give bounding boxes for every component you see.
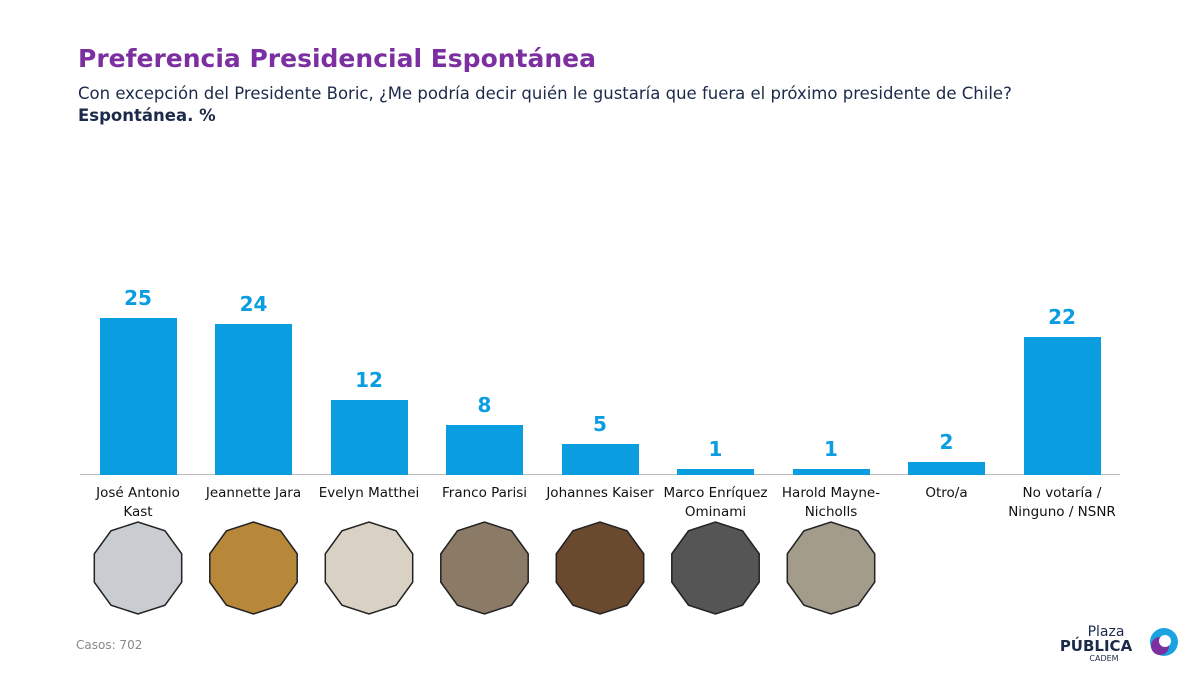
footnote: Casos: 702	[76, 638, 143, 652]
x-tick-label: José Antonio Kast	[96, 485, 180, 520]
portrait	[555, 521, 645, 615]
data-label: 2	[939, 430, 954, 455]
logo-icon	[1159, 635, 1171, 647]
x-tick-label: Franco Parisi	[441, 485, 528, 501]
x-tick-label: Harold Mayne-Nicholls	[781, 485, 881, 520]
bar	[215, 324, 292, 475]
bar	[908, 462, 985, 475]
portrait	[209, 521, 298, 615]
portrait	[671, 521, 760, 615]
x-tick-label: No votaría / Ninguno / NSNR	[1008, 485, 1116, 520]
logo-text: PÚBLICA	[1060, 636, 1133, 655]
logo-text: CADEM	[1089, 654, 1118, 662]
logo: Plaza PÚBLICA CADEM	[1060, 624, 1178, 662]
chart-subtitle: Con excepción del Presidente Boric, ¿Me …	[78, 84, 1012, 103]
portrait	[440, 521, 529, 615]
portrait	[93, 521, 183, 615]
bar	[792, 468, 870, 475]
x-tick-label: Evelyn Matthei	[318, 485, 420, 501]
x-tick-label: Jeannette Jara	[205, 485, 302, 501]
x-tick-label: Marco Enríquez Ominami	[663, 485, 768, 520]
portrait	[324, 521, 414, 615]
data-label: 12	[355, 367, 383, 392]
logo-text: Plaza	[1088, 624, 1125, 640]
x-tick-label: Otro/a	[925, 485, 968, 501]
y-axis-label: Espontánea. %	[78, 106, 216, 125]
bar	[677, 468, 754, 475]
bar	[330, 399, 408, 475]
bar	[99, 318, 177, 475]
bar	[446, 424, 523, 475]
data-label: 5	[593, 411, 607, 436]
bar	[1023, 336, 1101, 475]
chart-title: Preferencia Presidencial Espontánea	[78, 44, 596, 73]
data-label: 24	[239, 292, 268, 317]
data-label: 1	[708, 436, 723, 461]
x-tick-label: Johannes Kaiser	[546, 485, 654, 501]
portrait	[786, 521, 876, 615]
data-label: 22	[1048, 304, 1076, 329]
data-label: 25	[124, 286, 152, 310]
data-label: 1	[824, 436, 838, 461]
bar	[561, 443, 639, 475]
data-label: 8	[477, 392, 492, 417]
